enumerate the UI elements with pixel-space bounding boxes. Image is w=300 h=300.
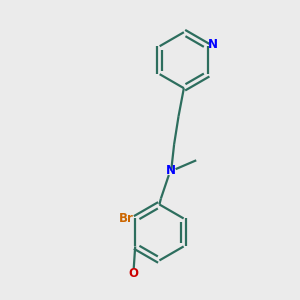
Text: O: O	[129, 267, 139, 280]
Text: Br: Br	[119, 212, 134, 225]
Text: N: N	[166, 164, 176, 177]
Text: N: N	[208, 38, 218, 51]
